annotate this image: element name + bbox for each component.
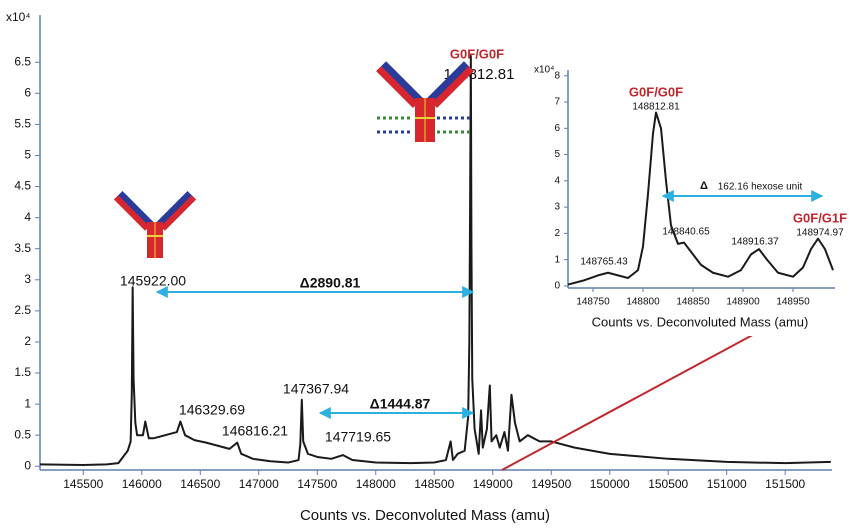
annotation: 148765.43: [580, 257, 628, 268]
annotation: 148974.97: [796, 228, 844, 239]
x-tick-label: 151000: [707, 477, 747, 491]
annotation: 146816.21: [222, 423, 288, 439]
x-tick-label: 146000: [122, 477, 162, 491]
annotation: 148916.37: [731, 237, 779, 248]
y-tick-label: 1: [24, 396, 31, 410]
annotation: Δ2890.81: [300, 275, 361, 291]
x-tick-label: 146500: [180, 477, 220, 491]
y-tick-label: 6: [554, 123, 560, 134]
annotation: Δ: [700, 180, 708, 192]
y-tick-label: 5: [24, 148, 31, 162]
annotation: G0F/G0F: [629, 84, 683, 99]
y-tick-label: 3: [24, 272, 31, 286]
y-tick-label: 6.5: [14, 54, 31, 68]
annotation: G0F/G1F: [793, 210, 847, 225]
annotation: 148812.81: [632, 102, 680, 113]
y-tick-label: 3: [554, 202, 560, 213]
x-tick-label: 151500: [765, 477, 805, 491]
y-tick-label: 5.5: [14, 117, 31, 131]
x-tick-label: 145500: [63, 477, 103, 491]
y-tick-label: 4: [554, 175, 560, 186]
y-multiplier: x10⁴: [534, 65, 554, 76]
y-tick-label: 2.5: [14, 303, 31, 317]
annotation: 147719.65: [325, 429, 391, 445]
x-tick-label: 150000: [590, 477, 630, 491]
y-tick-label: 5: [554, 149, 560, 160]
annotation: 147367.94: [283, 381, 349, 397]
x-tick-label: 148950: [776, 297, 810, 308]
annotation: G0F/G0F: [450, 46, 504, 61]
x-tick-label: 149500: [531, 477, 571, 491]
y-tick-label: 1.5: [14, 365, 31, 379]
x-tick-label: 148800: [626, 297, 660, 308]
spectrum-line: [39, 55, 831, 467]
x-tick-label: 148900: [726, 297, 760, 308]
y-tick-label: 0: [24, 458, 31, 472]
antibody-icon: [113, 190, 197, 258]
x-tick-label: 148500: [414, 477, 454, 491]
x-axis-title: Counts vs. Deconvoluted Mass (amu): [592, 314, 809, 329]
x-axis-title: Counts vs. Deconvoluted Mass (amu): [300, 507, 550, 524]
x-tick-label: 148850: [676, 297, 710, 308]
y-tick-label: 4: [24, 210, 31, 224]
main-chart: 0 0.5 1 1.5 2 2.5 3 3.5 4 4.5 5 5.5 6 6.5 145500 146000…: [6, 10, 832, 524]
x-tick-label: 149000: [473, 477, 513, 491]
spectrum-line: [567, 111, 834, 286]
y-tick-label: 2: [554, 228, 560, 239]
annotation: 162.16 hexose unit: [718, 182, 803, 193]
y-tick-label: 4.5: [14, 179, 31, 193]
x-tick-label: 147000: [239, 477, 279, 491]
y-tick-label: 2: [24, 334, 31, 348]
y-tick-label: 7: [554, 97, 560, 108]
inset-chart: 0 1 2 3 4 5 6 7 8 148750 148800 148850 148900 148950 x…: [534, 65, 847, 330]
x-tick-label: 147500: [297, 477, 337, 491]
annotation: 148840.65: [662, 227, 710, 238]
y-tick-label: 0.5: [14, 427, 31, 441]
y-tick-label: 3.5: [14, 241, 31, 255]
x-tick-label: 148750: [576, 297, 610, 308]
annotation: Δ1444.87: [370, 396, 431, 412]
y-tick-label: 0: [554, 281, 560, 292]
annotation: 145922.00: [120, 273, 186, 289]
y-tick-label: 6: [24, 85, 31, 99]
x-tick-label: 148000: [356, 477, 396, 491]
x-tick-label: 150500: [648, 477, 688, 491]
antibody-icon-glycans: [376, 61, 474, 142]
y-tick-label: 1: [554, 254, 560, 265]
y-tick-label: 8: [554, 70, 560, 81]
y-multiplier: x10⁴: [6, 10, 31, 24]
annotation: 146329.69: [179, 402, 245, 418]
